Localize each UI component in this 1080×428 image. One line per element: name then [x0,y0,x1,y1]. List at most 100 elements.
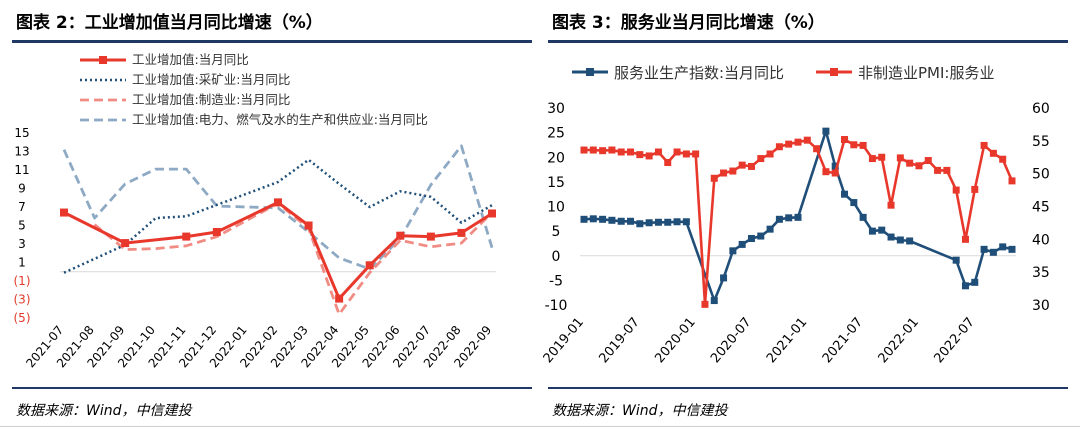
series-0-marker [980,245,988,253]
series-1-marker [813,145,821,153]
series-1-marker [747,162,755,170]
right-source-note: 数据来源：Wind，中信建投 [552,403,728,419]
series-0-marker [121,239,130,248]
right-chart-panel: 图表 3：服务业当月同比增速（%） 30 25 20 15 10 5 0 -5 -10 60 55 5… [541,0,1068,428]
series-0-marker [794,213,802,221]
series-1-marker [729,167,737,175]
series-1-marker [692,150,700,158]
series-line-0 [63,200,493,301]
series-0-marker [580,215,588,223]
page-bottom-divider [0,426,1080,427]
series-0-marker [747,235,755,243]
left-title-rule [12,40,532,43]
series-0-marker [654,218,662,226]
right-y-tick-label: 30 [1032,298,1050,314]
series-1-marker [831,169,839,177]
series-0-marker [599,215,607,223]
series-0-marker [274,198,282,207]
series-0-marker [989,248,997,256]
series-1-marker [989,149,997,157]
left-source-note: 数据来源：Wind，中信建投 [16,403,192,419]
left-chart-svg: 15131197531(1)(3)(5)2021-072021-082021-0… [14,52,496,370]
y-tick-label: 3 [18,237,26,251]
series-0-marker [396,231,405,240]
left-chart-title: 图表 2：工业增加值当月同比增速（%） [16,13,323,33]
series-0-marker [785,214,793,222]
legend-marker-0 [586,68,594,76]
y-tick-label: (1) [14,274,31,288]
legend-label-1: 非制造业PMI:服务业 [858,64,994,82]
series-1-marker [1008,177,1016,185]
series-0-marker [488,209,496,218]
series-1-marker [645,152,653,160]
series-1-marker [999,155,1007,163]
series-1-marker [961,235,969,243]
series-1-marker [599,147,607,155]
series-0-marker [304,221,313,230]
series-0-marker [589,215,597,223]
left-chart-panel: 图表 2：工业增加值当月同比增速（%） 15 13 11 9 7 5 3 1 (1) (3) (5)… [12,0,532,428]
series-1-marker [701,300,709,308]
x-tick-label: 2019-01 [541,315,587,366]
series-1-marker [720,169,728,177]
series-0-marker [850,199,858,207]
series-0-marker [999,243,1007,251]
legend-marker-1 [830,68,838,76]
series-1-marker [943,166,951,174]
series-0-marker [608,216,616,224]
series-0-marker [757,232,765,240]
series-0-marker [906,237,914,245]
series-1-marker [850,141,858,149]
right-y-tick-label: 35 [1032,265,1050,281]
series-0-marker [636,220,644,228]
left-y-tick-label: 20 [547,150,565,166]
y-tick-label: (5) [14,311,31,325]
series-0-marker [710,297,718,305]
series-0-marker [673,218,681,226]
series-1-marker [636,151,644,159]
series-0-marker [182,232,191,241]
x-tick-label: 2020-07 [708,315,754,366]
series-0-marker [766,225,774,233]
left-y-tick-label: 30 [547,101,565,117]
series-1-marker [757,155,765,163]
series-1-marker [841,136,849,144]
series-0-marker [664,218,672,226]
series-0-marker [682,218,690,226]
left-y-tick-label: 25 [547,126,565,142]
series-1-marker [896,154,904,162]
series-0-marker [887,233,895,241]
series-1-marker [627,148,635,156]
series-0-marker [868,227,876,235]
right-title-rule [548,40,1068,43]
series-1-marker [664,159,672,167]
series-1-marker [822,168,830,176]
series-1-marker [980,141,988,149]
series-0-marker [335,294,344,303]
series-1-marker [915,162,923,170]
y-tick-label: 15 [14,126,29,140]
left-y-tick-label: 5 [552,224,561,240]
series-0-marker [729,247,737,255]
series-1-marker [878,153,886,161]
series-0-marker [738,240,746,248]
x-tick-label: 2021-01 [764,315,810,366]
right-y-tick-label: 50 [1032,167,1050,183]
series-1-marker [608,146,616,154]
series-line-1 [63,158,493,274]
left-y-tick-label: -10 [545,298,568,314]
series-0-marker [775,215,783,223]
x-tick-label: 2019-07 [596,315,642,366]
y-tick-label: 11 [14,163,29,177]
series-0-marker [645,219,653,227]
series-1-marker [617,148,625,156]
legend-label-1: 工业增加值:采矿业:当月同比 [132,72,290,87]
y-tick-label: 9 [18,182,26,196]
series-1-marker [887,201,895,209]
series-1-marker [868,155,876,163]
series-0-marker [426,232,435,241]
series-0-marker [457,228,466,237]
x-tick-label: 2021-07 [820,315,866,366]
legend-marker-0 [99,56,107,64]
